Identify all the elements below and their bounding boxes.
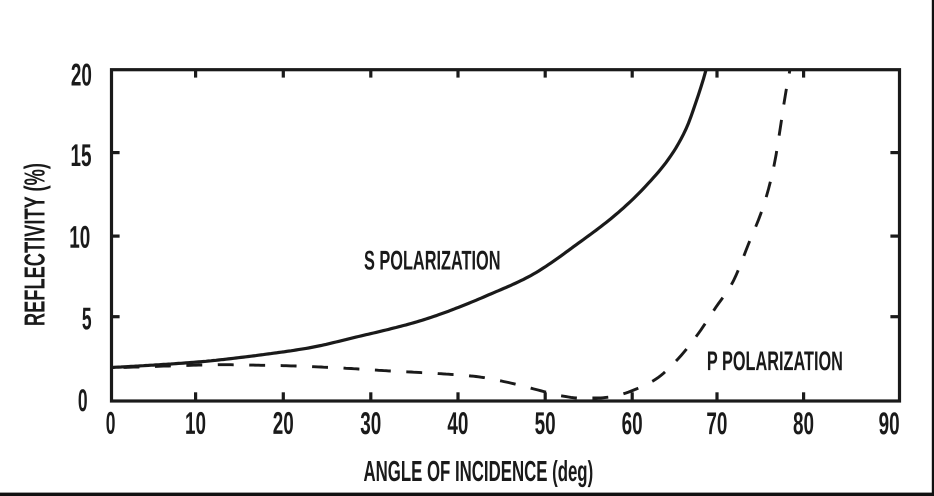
svg-text:90: 90: [879, 405, 900, 441]
svg-text:40: 40: [447, 405, 468, 441]
svg-text:P POLARIZATION: P POLARIZATION: [707, 346, 843, 376]
svg-text:5: 5: [82, 300, 92, 336]
svg-text:20: 20: [273, 405, 294, 441]
svg-text:10: 10: [185, 405, 206, 441]
svg-text:60: 60: [622, 405, 643, 441]
svg-text:50: 50: [535, 405, 556, 441]
svg-text:ANGLE OF INCIDENCE (deg): ANGLE OF INCIDENCE (deg): [363, 456, 593, 488]
svg-text:0: 0: [106, 405, 116, 441]
svg-text:20: 20: [71, 56, 92, 92]
svg-text:REFLECTIVITY (%): REFLECTIVITY (%): [19, 163, 51, 326]
svg-text:80: 80: [793, 405, 814, 441]
svg-text:70: 70: [706, 405, 727, 441]
svg-text:30: 30: [360, 405, 381, 441]
svg-text:10: 10: [69, 219, 90, 255]
svg-text:15: 15: [71, 137, 92, 173]
svg-text:S POLARIZATION: S POLARIZATION: [364, 245, 501, 275]
svg-text:0: 0: [78, 382, 88, 418]
